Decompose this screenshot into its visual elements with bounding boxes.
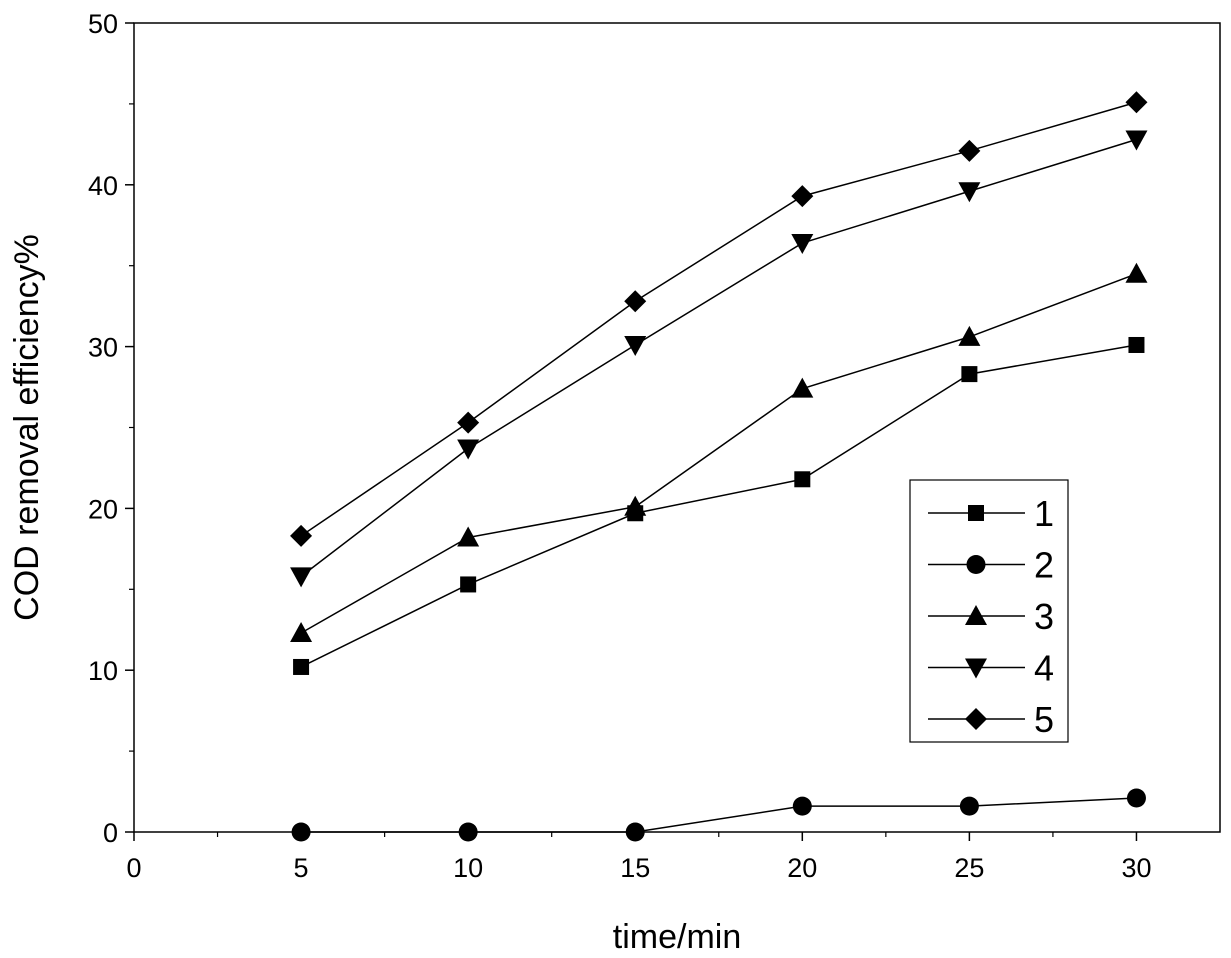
series-3-point bbox=[958, 325, 981, 346]
legend-box bbox=[909, 479, 1069, 743]
series-5-point bbox=[290, 524, 313, 547]
y-tick-label: 40 bbox=[88, 171, 118, 201]
x-axis-title: time/min bbox=[613, 918, 741, 956]
legend-marker bbox=[965, 708, 987, 730]
x-tick-label: 25 bbox=[954, 853, 984, 883]
series-3-line bbox=[300, 273, 1137, 634]
series-2-point bbox=[959, 796, 979, 816]
series-1-point bbox=[460, 576, 477, 593]
series-2-point bbox=[458, 822, 478, 842]
series-3-point bbox=[624, 495, 647, 516]
series-4-point bbox=[1125, 130, 1148, 151]
series-5-point bbox=[624, 290, 647, 313]
legend-label: 2 bbox=[1034, 545, 1054, 586]
legend-marker bbox=[965, 658, 987, 679]
legend: 1 2 3 4 5 bbox=[909, 479, 1069, 743]
series-3-point bbox=[457, 526, 480, 547]
legend-label: 4 bbox=[1034, 648, 1054, 689]
series-2-point bbox=[625, 822, 645, 842]
legend-item-2: 2 bbox=[928, 545, 1054, 586]
series-2 bbox=[291, 788, 1146, 842]
y-tick-label: 20 bbox=[88, 494, 118, 524]
series-1-point bbox=[794, 471, 811, 488]
series-5-point bbox=[958, 139, 981, 162]
series-4 bbox=[290, 130, 1148, 588]
legend-label: 1 bbox=[1034, 493, 1054, 534]
legend-label: 5 bbox=[1034, 699, 1054, 740]
series-2-point bbox=[792, 796, 812, 816]
series-3-point bbox=[791, 377, 814, 398]
legend-marker bbox=[968, 505, 984, 521]
legend-marker bbox=[966, 555, 986, 574]
series-5 bbox=[290, 91, 1148, 547]
series-1-point bbox=[1128, 336, 1145, 353]
series-1-point bbox=[293, 658, 310, 675]
series-5-point bbox=[1125, 91, 1148, 114]
series-3-point bbox=[290, 621, 313, 642]
series-1-line bbox=[300, 344, 1137, 668]
y-tick-label: 0 bbox=[103, 818, 118, 848]
series-5-point bbox=[457, 411, 480, 434]
series-3 bbox=[290, 262, 1148, 642]
series-2-line bbox=[301, 797, 1137, 833]
x-tick-label: 0 bbox=[126, 853, 141, 883]
legend-item-1: 1 bbox=[928, 493, 1054, 534]
series-4-point bbox=[457, 439, 480, 460]
legend-marker bbox=[965, 605, 987, 625]
x-tick-label: 30 bbox=[1121, 853, 1151, 883]
series-2-point bbox=[291, 822, 311, 842]
x-tick-label: 20 bbox=[787, 853, 817, 883]
series-1-point bbox=[961, 366, 978, 383]
legend-item-4: 4 bbox=[928, 648, 1054, 689]
series-5-point bbox=[791, 185, 814, 208]
x-tick-label: 15 bbox=[620, 853, 650, 883]
series-4-line bbox=[300, 138, 1137, 577]
series-4-point bbox=[290, 567, 313, 588]
series-4-point bbox=[958, 182, 981, 203]
series-2-point bbox=[1126, 788, 1146, 808]
x-tick-label: 5 bbox=[294, 853, 309, 883]
legend-label: 3 bbox=[1034, 596, 1054, 637]
y-tick-label: 10 bbox=[88, 656, 118, 686]
series-3-point bbox=[1125, 262, 1148, 283]
legend-item-5: 5 bbox=[928, 699, 1054, 740]
series-4-point bbox=[624, 335, 647, 356]
data-series bbox=[290, 91, 1148, 842]
legend-item-3: 3 bbox=[928, 596, 1054, 637]
series-5-line bbox=[300, 101, 1137, 537]
series-4-point bbox=[791, 234, 814, 255]
y-tick-label: 50 bbox=[88, 9, 118, 39]
y-axis-title: COD removal efficiency% bbox=[8, 234, 46, 621]
x-tick-label: 10 bbox=[453, 853, 483, 883]
y-tick-label: 30 bbox=[88, 333, 118, 363]
